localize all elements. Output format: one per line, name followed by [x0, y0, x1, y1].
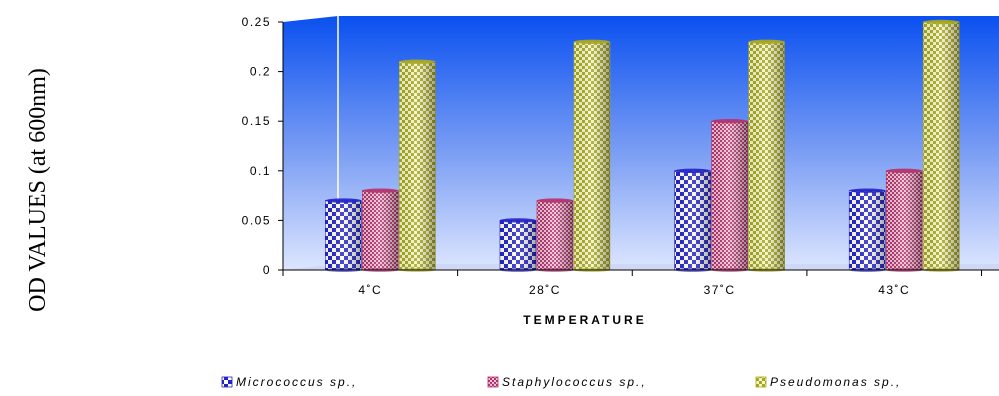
legend-item: Staphylococcus sp.,	[487, 375, 647, 389]
y-tick-label: 0.1	[250, 164, 271, 178]
legend-label: Staphylococcus sp.,	[502, 375, 647, 389]
bar	[848, 188, 886, 272]
bar	[748, 39, 785, 272]
legend-label: Pseudomonas sp.,	[770, 375, 901, 389]
bar	[922, 19, 960, 272]
y-tick-label: 0.05	[242, 213, 271, 227]
x-tick-label: 43˚C	[878, 283, 910, 297]
legend-label: Micrococcus sp.,	[236, 375, 357, 389]
bar	[325, 198, 362, 272]
x-axis-title: TEMPERATURE	[523, 313, 646, 327]
legend-swatch	[487, 376, 499, 388]
y-axis: 0 0.05 0.1 0.15 0.2 0.25	[242, 15, 284, 277]
bar	[536, 198, 574, 272]
y-tick-label: 0.15	[242, 114, 271, 128]
bar	[711, 119, 748, 272]
y-tick-label: 0.2	[250, 65, 271, 79]
bar	[674, 168, 711, 272]
bar	[362, 188, 399, 272]
bar	[573, 39, 611, 272]
legend-item: Pseudomonas sp.,	[755, 375, 901, 389]
plot-floor	[283, 264, 999, 270]
x-axis: 4˚C 28˚C 37˚C 43˚C	[282, 269, 999, 297]
legend-swatch	[755, 376, 767, 388]
y-tick-label: 0	[263, 263, 271, 277]
legend: Micrococcus sp., Staphylococcus sp., Pseud…	[221, 375, 901, 389]
bar	[499, 218, 537, 272]
y-axis-title: OD VALUES (at 600nm)	[25, 68, 51, 312]
bar	[885, 168, 923, 272]
x-tick-label: 4˚C	[358, 283, 382, 297]
x-tick-label: 28˚C	[529, 283, 561, 297]
y-tick-label: 0.25	[242, 15, 271, 29]
plot-back-wall	[283, 16, 999, 270]
x-tick-label: 37˚C	[704, 283, 736, 297]
legend-item: Micrococcus sp.,	[221, 375, 357, 389]
bar	[399, 59, 436, 272]
legend-swatch	[221, 376, 233, 388]
